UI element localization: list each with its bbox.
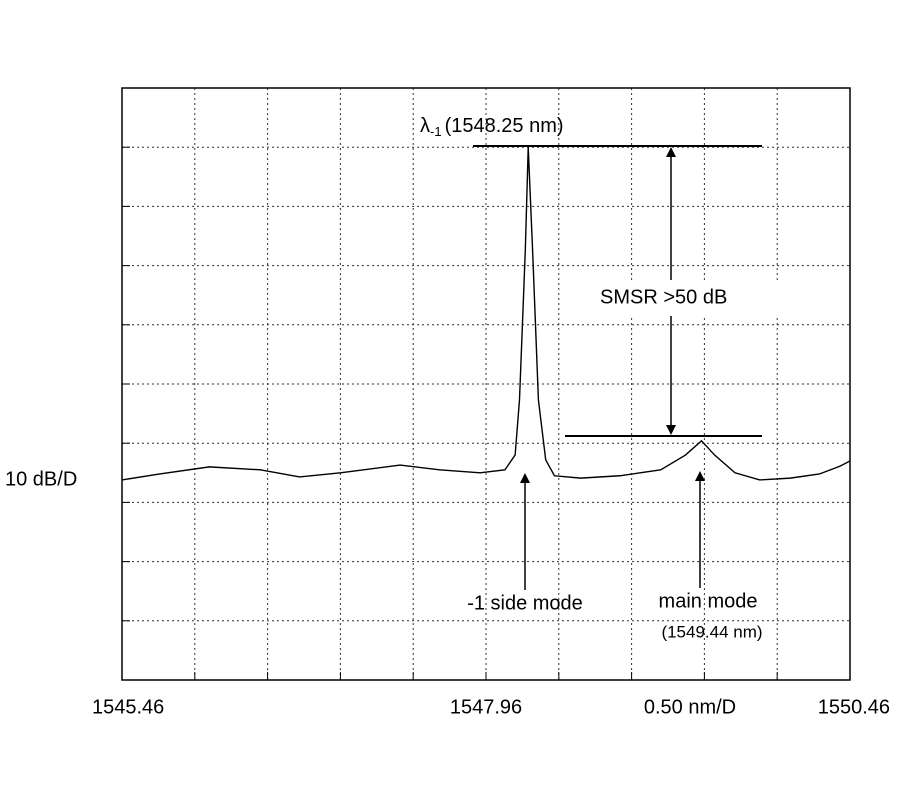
main-mode-label: main mode [659,590,758,612]
side-mode-label: -1 side mode [467,592,583,614]
spectrum-line [121,147,851,481]
plot-frame [121,87,851,681]
smsr-label: SMSR >50 dB [600,286,727,308]
x-tick-label: 1547.96 [450,696,522,718]
smsr-background [592,280,782,316]
x-scale-label: 0.50 nm/D [644,696,736,718]
main-mode-wavelength: (1549.44 nm) [661,622,762,641]
y-scale-label: 10 dB/D [5,468,77,490]
peak-symbol: λ [420,115,430,137]
x-tick-label: 1545.46 [92,696,164,718]
x-tick-label: 1550.46 [818,696,890,718]
plot-area [121,147,851,481]
peak-label: λ-1 (1548.25 nm) [420,115,564,139]
peak-subscript: -1 [430,124,442,139]
peak-text: (1548.25 nm) [445,115,564,137]
